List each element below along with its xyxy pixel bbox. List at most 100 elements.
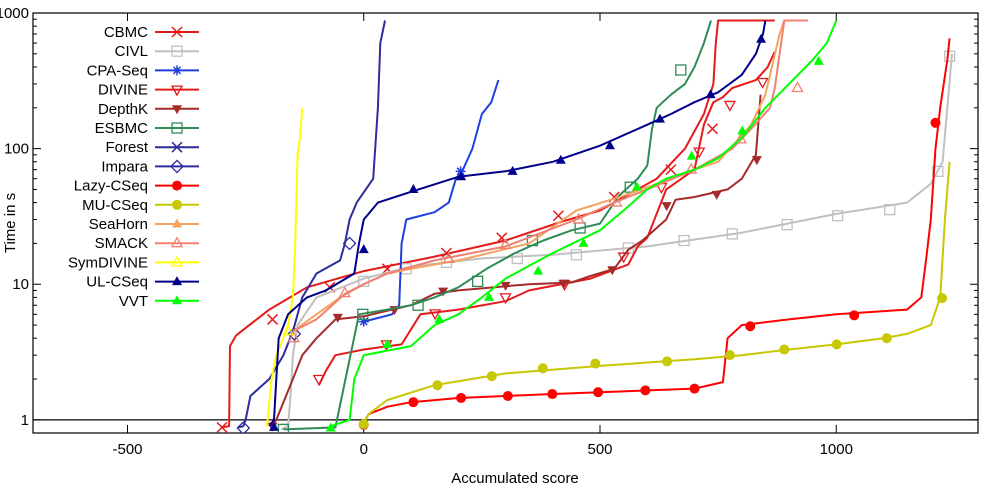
data-point-smack: [572, 212, 585, 224]
legend-swatch-marker: [172, 295, 182, 305]
data-point-civl: [570, 249, 583, 261]
y-tick-label: 100: [4, 141, 29, 158]
x-axis: -500 0 500 1000: [112, 13, 853, 458]
series-line-impara: [238, 20, 386, 429]
data-point-smack: [287, 331, 300, 343]
series-line-seahorn: [292, 19, 808, 333]
plot-frame: [32, 12, 979, 434]
data-point-divine: [499, 293, 512, 305]
data-point-lazy-cseq: [408, 397, 419, 408]
data-point-depthk: [711, 190, 722, 200]
data-point-divine: [312, 374, 325, 386]
data-point-cbmc: [216, 421, 228, 433]
legend-item-ul-cseq: UL-CSeq: [86, 274, 199, 291]
data-point-esbmc: [471, 275, 484, 288]
data-point-smack: [499, 238, 512, 250]
data-point-smack: [734, 132, 747, 144]
data-point-civl: [932, 165, 944, 177]
legend-item-civl: CIVL: [115, 43, 199, 60]
data-point-mu-cseq: [779, 344, 790, 355]
data-point-cpa-seq: [358, 316, 369, 327]
data-point-vvt: [737, 125, 748, 135]
data-point-mu-cseq: [724, 350, 735, 361]
data-point-cbmc: [665, 164, 677, 176]
data-point-mu-cseq: [486, 371, 497, 382]
data-point-lazy-cseq: [689, 383, 700, 394]
series-line-cpa-seq: [363, 79, 500, 323]
data-point-ul-cseq: [604, 140, 615, 150]
data-point-ul-cseq: [507, 165, 518, 175]
legend-label: Forest: [105, 139, 148, 156]
series-esbmc: [277, 20, 712, 433]
data-point-mu-cseq: [537, 363, 548, 374]
legend-label: CBMC: [104, 24, 148, 41]
legend-swatch-marker: [172, 105, 182, 115]
series-line-civl: [280, 53, 953, 431]
legend-swatch-marker: [172, 218, 182, 228]
series-line-symdivine: [265, 107, 304, 427]
series-symdivine: [265, 107, 304, 427]
data-point-lazy-cseq: [502, 390, 513, 401]
data-point-divine: [693, 147, 706, 159]
data-point-vvt: [533, 265, 544, 275]
data-point-esbmc: [412, 299, 424, 311]
data-point-mu-cseq: [881, 333, 892, 344]
data-point-mu-cseq: [937, 293, 948, 304]
data-point-esbmc: [277, 423, 290, 433]
series-smack: [287, 19, 808, 343]
data-point-ul-cseq: [756, 33, 767, 43]
data-point-vvt: [483, 291, 494, 301]
data-point-depthk: [751, 156, 762, 166]
data-point-lazy-cseq: [640, 385, 651, 396]
data-point-vvt: [686, 150, 697, 160]
data-point-vvt: [813, 55, 824, 65]
data-point-civl: [883, 203, 896, 216]
series-ul-cseq: [268, 20, 767, 431]
legend-item-forest: Forest: [105, 139, 199, 156]
legend-label: Impara: [101, 158, 148, 175]
data-point-smack: [610, 195, 623, 207]
legend-label: VVT: [119, 293, 148, 310]
data-point-civl: [832, 210, 844, 222]
data-point-esbmc: [357, 308, 369, 320]
x-axis-label: Accumulated score: [451, 470, 579, 487]
legend-label: ESBMC: [95, 120, 149, 137]
series-divine: [312, 51, 776, 386]
x-tick-label: 500: [587, 441, 612, 458]
legend-label: CIVL: [115, 43, 148, 60]
data-point-mu-cseq: [831, 339, 842, 350]
series-line-divine: [318, 51, 776, 386]
legend-swatch-marker: [171, 141, 183, 153]
data-point-smack: [338, 286, 351, 298]
data-point-impara: [287, 327, 302, 341]
legend-swatch-marker: [171, 45, 183, 57]
legend-item-lazy-cseq: Lazy-CSeq: [74, 178, 199, 195]
data-point-depthk: [661, 202, 672, 212]
data-point-lazy-cseq: [593, 387, 604, 398]
data-point-vvt: [325, 422, 336, 432]
series-seahorn: [292, 19, 808, 333]
data-point-ul-cseq: [705, 89, 716, 99]
data-point-lazy-cseq: [849, 310, 860, 321]
legend-item-symdivine: SymDIVINE: [68, 254, 199, 271]
data-point-mu-cseq: [590, 358, 601, 369]
data-point-cpa-seq: [455, 166, 466, 177]
legend-swatch-marker: [170, 236, 184, 248]
data-point-civl: [511, 252, 523, 265]
data-point-vvt: [631, 181, 642, 191]
data-point-cbmc: [552, 210, 564, 222]
series-line-mu-cseq: [362, 161, 951, 424]
data-point-smack: [685, 162, 698, 174]
series-line-ul-cseq: [268, 20, 767, 427]
data-point-depthk: [500, 281, 511, 291]
legend-label: MU-CSeq: [82, 197, 148, 214]
data-point-ul-cseq: [268, 421, 279, 431]
series-line-depthk: [270, 94, 762, 427]
legend-label: SeaHorn: [89, 216, 148, 233]
y-tick-label: 10: [12, 276, 29, 293]
legend-item-cbmc: CBMC: [104, 24, 199, 41]
series-line-vvt: [330, 20, 838, 428]
legend-swatch-marker: [171, 26, 183, 38]
data-point-depthk: [438, 287, 449, 297]
legend-swatch-marker: [170, 159, 184, 174]
